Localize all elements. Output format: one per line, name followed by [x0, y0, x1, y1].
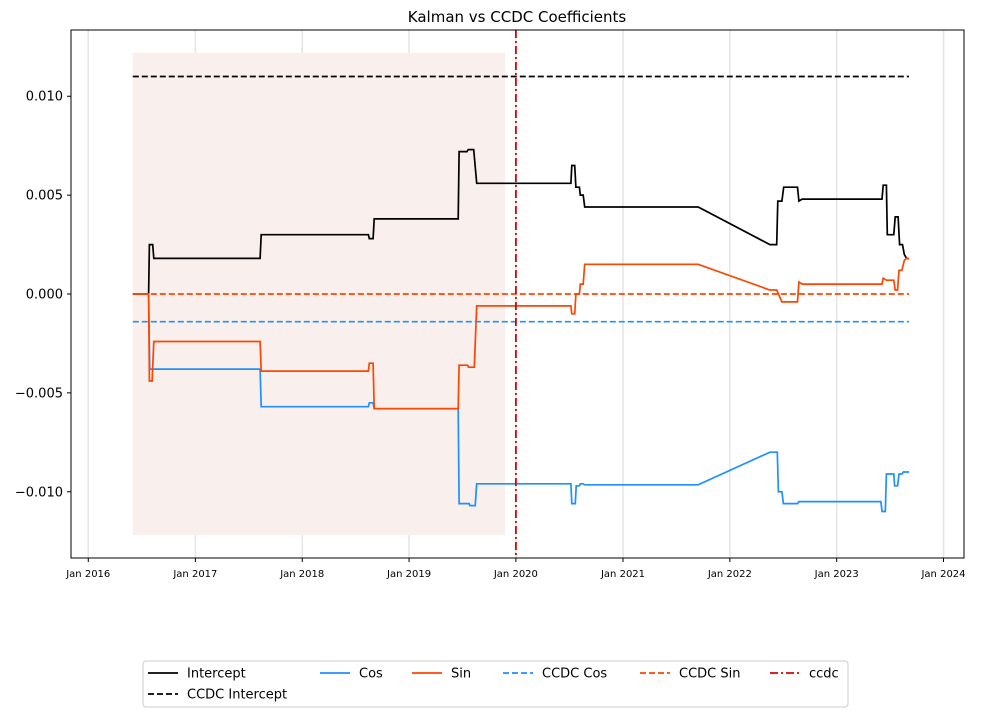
x-tick-label: Jan 2023 [814, 569, 859, 580]
y-tick-label: −0.010 [15, 485, 63, 500]
x-tick-label: Jan 2016 [65, 569, 110, 580]
legend-box [142, 660, 849, 708]
legend-label-ccdc-intercept: CCDC Intercept [187, 688, 287, 703]
legend: Intercept CCDC Intercept Cos Sin CCDC Cos CCD… [142, 660, 849, 708]
y-tick-label: −0.005 [15, 386, 63, 401]
legend-label-ccdc-cos: CCDC Cos [542, 667, 607, 682]
axes-layer: Jan 2016 Jan 2017 Jan 2018 Jan 2019 Jan 2020… [15, 29, 966, 580]
chart-title: Kalman vs CCDC Coefficients [408, 8, 627, 26]
legend-label-sin: Sin [451, 667, 471, 682]
x-tick-label: Jan 2017 [172, 569, 217, 580]
x-tick-label: Jan 2020 [493, 569, 538, 580]
x-tick-label: Jan 2019 [386, 569, 431, 580]
plot-frame [70, 29, 965, 559]
x-tick-label: Jan 2022 [707, 569, 752, 580]
series-layer [132, 30, 909, 558]
legend-label-ccdc-sin: CCDC Sin [679, 667, 740, 682]
y-tick-label: 0.000 [26, 288, 63, 303]
x-tick-label: Jan 2024 [920, 569, 965, 580]
series-line-intercept [132, 148, 909, 295]
legend-label-intercept: Intercept [187, 667, 246, 682]
series-line-cos [132, 293, 909, 513]
y-tick-label: 0.010 [26, 90, 63, 105]
y-tick-label: 0.005 [26, 189, 63, 204]
x-tick-label: Jan 2021 [600, 569, 645, 580]
legend-label-ccdc: ccdc [809, 667, 839, 682]
legend-label-cos: Cos [359, 667, 383, 682]
x-tick-label: Jan 2018 [279, 569, 324, 580]
